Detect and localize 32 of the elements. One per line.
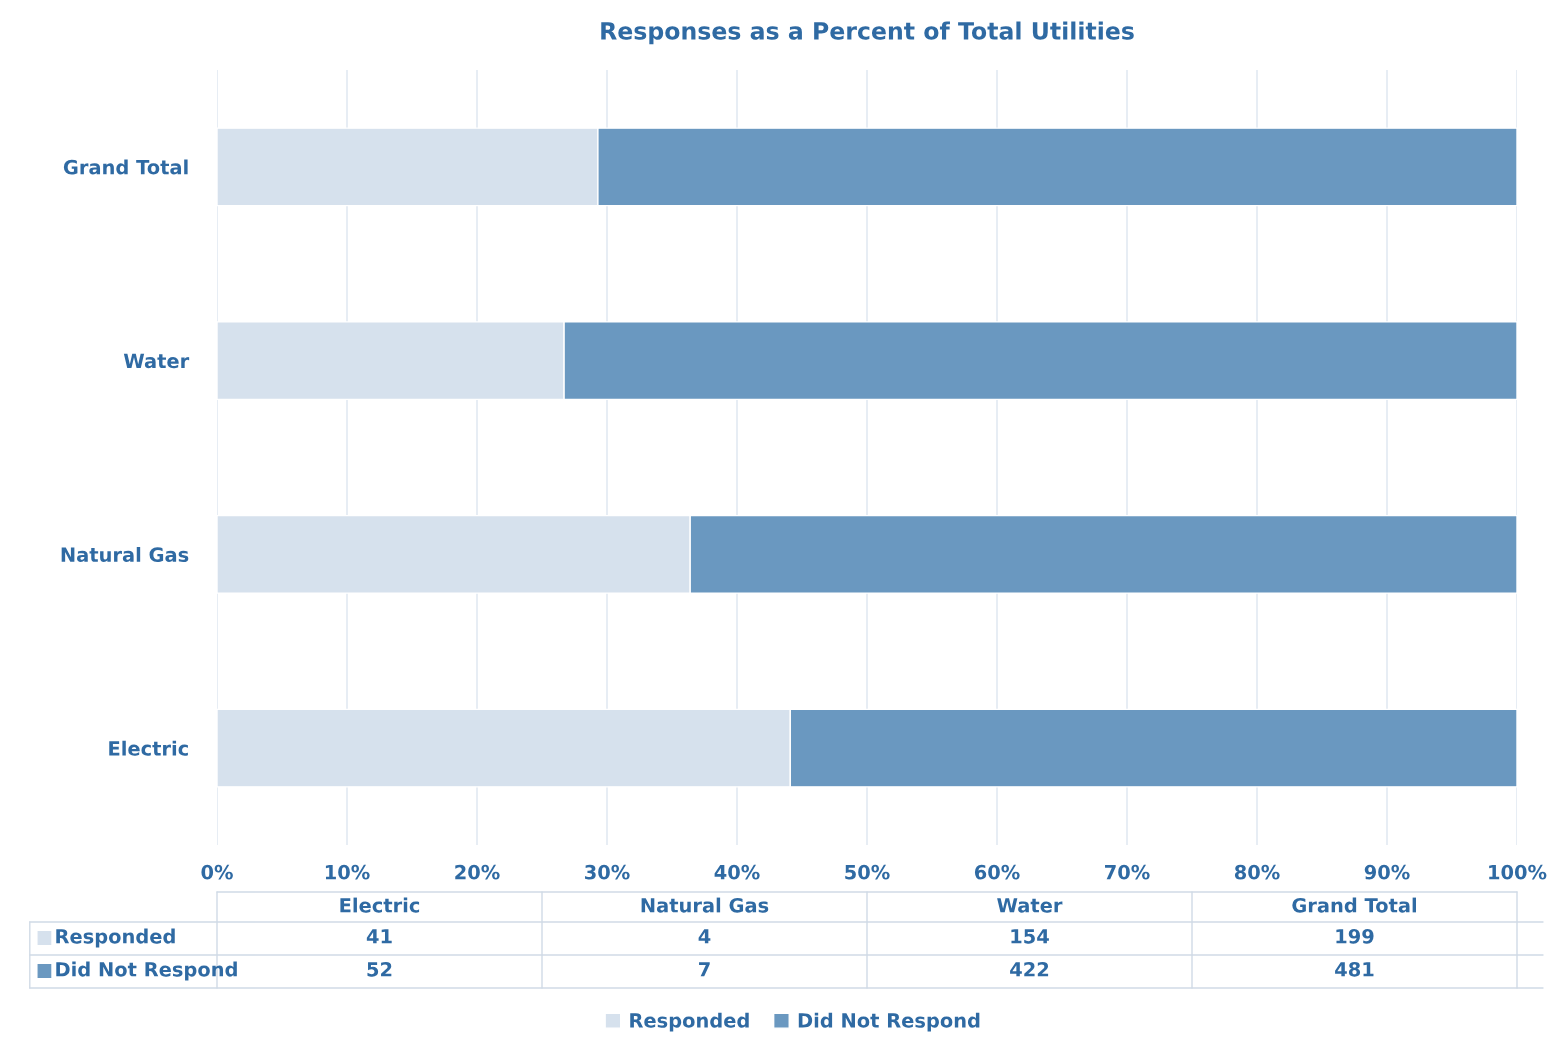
- y-tick-label: Electric: [109, 740, 188, 756]
- text: Responded: [630, 1012, 749, 1032]
- x-tick-label: 100%: [1489, 864, 1547, 880]
- text: 481: [1335, 961, 1374, 977]
- x-tick-label: 10%: [325, 864, 370, 880]
- x-tick-label: 60%: [974, 864, 1020, 880]
- x-tick-label: 40%: [714, 864, 760, 880]
- chart-title: Responses as a Percent of Total Utilities: [601, 21, 1134, 45]
- x-tick-label: 90%: [1364, 864, 1410, 880]
- category-label: Natural Gas: [641, 897, 769, 913]
- text: 7: [699, 962, 710, 977]
- legend-label: Responded: [56, 928, 175, 948]
- text: Did Not Respond: [56, 961, 237, 981]
- x-tick-label: 70%: [1105, 864, 1150, 880]
- text: 4: [698, 929, 711, 944]
- category-label: Water: [997, 898, 1063, 913]
- x-tick-label: 30%: [585, 864, 630, 880]
- legend-label: Did Not Respond: [798, 1012, 980, 1032]
- text: 52: [367, 961, 392, 977]
- x-tick-label: 80%: [1234, 864, 1280, 880]
- y-tick-label: Natural Gas: [61, 546, 189, 563]
- text: 154: [1011, 929, 1049, 944]
- category-label: Electric: [340, 897, 420, 913]
- text: 41: [366, 929, 392, 944]
- text: 422: [1010, 961, 1049, 977]
- category-label: Grand Total: [1292, 897, 1417, 913]
- x-tick-label: 0%: [201, 864, 233, 880]
- y-tick-label: Water: [123, 353, 190, 369]
- y-tick-label: Grand Total: [63, 159, 188, 175]
- x-tick-label: 20%: [455, 864, 500, 880]
- x-tick-label: 50%: [845, 864, 890, 880]
- text: 199: [1336, 928, 1374, 944]
